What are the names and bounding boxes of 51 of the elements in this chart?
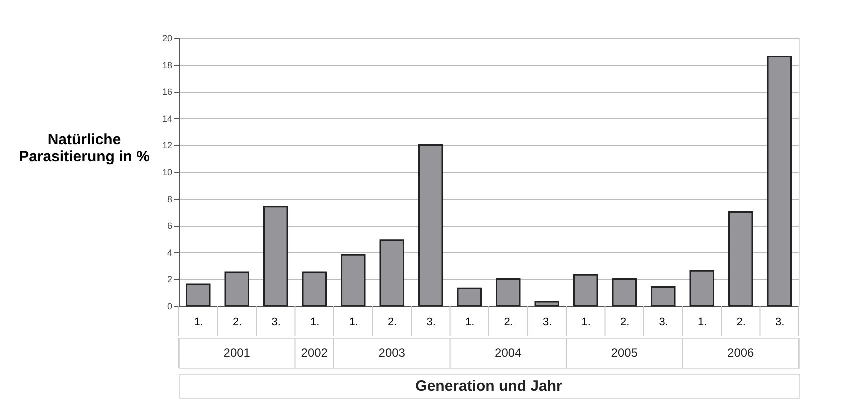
x-tick-label: 2. — [620, 316, 630, 328]
x-tick-label: 1. — [349, 316, 358, 328]
bar — [651, 286, 676, 307]
x-tick-label: 2. — [504, 316, 514, 328]
x-tick-label: 2. — [388, 316, 398, 328]
bar — [612, 278, 637, 307]
bar — [186, 284, 211, 307]
x-tick-label: 3. — [543, 316, 552, 328]
y-tick-label: 14 — [162, 114, 172, 124]
text: 2005 — [611, 346, 638, 360]
text: 2002 — [301, 346, 328, 360]
text: 2004 — [495, 346, 522, 360]
y-tick-label: 6 — [167, 221, 172, 232]
x-tick-label: 2. — [736, 316, 746, 328]
x-tick-label: 3. — [272, 316, 281, 328]
text: 2003 — [378, 346, 406, 360]
x-axis-title: Generation und Jahr — [416, 378, 562, 395]
bar — [341, 254, 366, 307]
y-tick-label: 8 — [167, 194, 172, 204]
bar — [534, 301, 560, 307]
bar — [302, 272, 327, 307]
bar — [574, 274, 598, 307]
x-tick-label: 3. — [426, 316, 436, 328]
bar — [418, 144, 444, 307]
y-tick-label: 4 — [167, 248, 172, 258]
bar — [496, 278, 521, 307]
bar — [728, 211, 754, 307]
x-tick-label: 1. — [310, 316, 320, 328]
x-tick-label: 1. — [698, 316, 708, 328]
x-tick-label: 2. — [233, 316, 242, 328]
y-tick-label: 12 — [162, 140, 172, 151]
text: 2001 — [224, 346, 251, 360]
bar — [457, 288, 482, 307]
bar — [767, 56, 792, 307]
y-axis-title: Natürliche Parasitierung in % — [19, 132, 150, 166]
x-tick-label: 1. — [194, 316, 204, 328]
text: 2006 — [728, 346, 755, 360]
bar — [264, 206, 288, 307]
x-tick-label: 3. — [659, 316, 668, 328]
y-tick-label: 16 — [162, 87, 172, 98]
x-tick-label: 1. — [466, 316, 475, 328]
y-tick-label: 18 — [162, 60, 172, 70]
y-tick-label: 0 — [167, 302, 172, 312]
y-tick-label: 2 — [167, 274, 172, 285]
x-tick-label: 1. — [582, 316, 591, 328]
bar — [690, 270, 714, 307]
y-tick-label: 10 — [162, 168, 172, 178]
bar — [224, 272, 250, 307]
y-tick-label: 20 — [162, 34, 172, 44]
x-tick-label: 3. — [776, 316, 785, 328]
bar — [380, 240, 404, 307]
